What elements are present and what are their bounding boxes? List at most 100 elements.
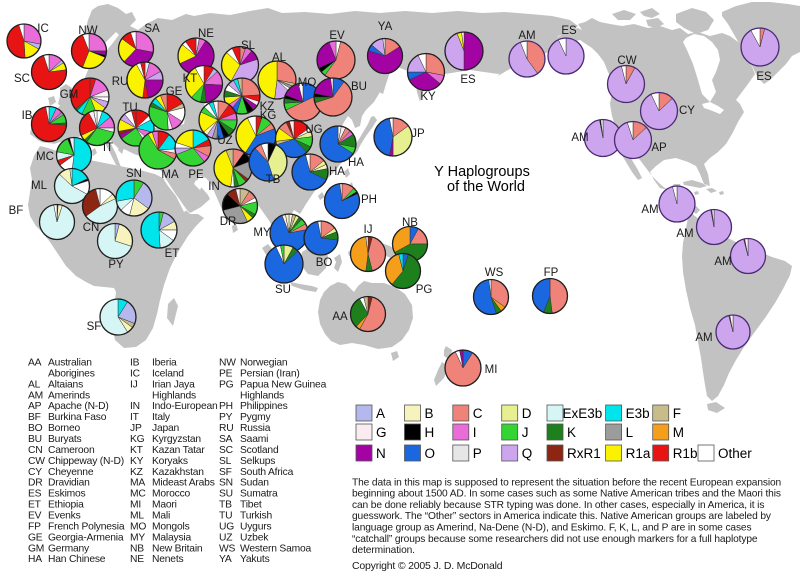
svg-text:I: I <box>473 425 477 440</box>
svg-text:Amerinds: Amerinds <box>48 390 90 401</box>
svg-text:MY: MY <box>253 227 271 239</box>
svg-text:TU: TU <box>219 511 232 522</box>
svg-text:PE: PE <box>219 368 233 379</box>
svg-text:Morocco: Morocco <box>152 489 191 500</box>
svg-text:NE: NE <box>198 28 214 40</box>
svg-text:BF: BF <box>9 205 24 217</box>
svg-text:H: H <box>425 425 435 440</box>
svg-text:ML: ML <box>31 180 48 192</box>
svg-text:NE: NE <box>130 554 144 565</box>
svg-text:Borneo: Borneo <box>48 423 80 434</box>
svg-text:CY: CY <box>28 467 42 478</box>
svg-text:EV: EV <box>329 30 345 42</box>
svg-text:MY: MY <box>130 532 145 543</box>
svg-text:IN: IN <box>208 181 220 193</box>
svg-text:CN: CN <box>83 222 100 234</box>
svg-text:MO: MO <box>298 77 317 89</box>
svg-text:Turkish: Turkish <box>240 511 272 522</box>
svg-text:KZ: KZ <box>130 467 143 478</box>
svg-text:D: D <box>522 406 532 421</box>
svg-text:CY: CY <box>679 105 695 117</box>
svg-text:Dravidian: Dravidian <box>48 478 90 489</box>
svg-text:NW: NW <box>219 358 236 369</box>
svg-text:“catchall” groups because some: “catchall” groups because some researche… <box>352 534 758 545</box>
svg-text:PG: PG <box>219 379 234 390</box>
svg-text:MA: MA <box>161 169 179 181</box>
svg-text:AL: AL <box>272 52 287 64</box>
svg-text:HA: HA <box>28 554 42 565</box>
svg-text:KG: KG <box>260 110 277 122</box>
svg-text:New Britain: New Britain <box>152 543 203 554</box>
svg-text:Altaians: Altaians <box>48 379 83 390</box>
svg-text:guesswork. The “Other” sectors: guesswork. The “Other” sectors in Americ… <box>352 511 772 522</box>
svg-text:GE: GE <box>28 532 43 543</box>
svg-text:ES: ES <box>28 489 42 500</box>
svg-text:Burkina Faso: Burkina Faso <box>48 412 107 423</box>
svg-text:AP: AP <box>651 142 667 154</box>
svg-text:F: F <box>673 406 681 421</box>
svg-text:Australian: Australian <box>48 358 92 369</box>
svg-text:SL: SL <box>219 456 232 467</box>
svg-text:IN: IN <box>130 401 140 412</box>
svg-text:AL: AL <box>28 379 41 390</box>
svg-text:AM: AM <box>714 256 731 268</box>
svg-text:FP: FP <box>28 522 41 533</box>
svg-text:HA: HA <box>348 157 364 169</box>
svg-text:The data in this map is suppos: The data in this map is supposed to repr… <box>352 477 781 488</box>
svg-text:C: C <box>473 406 483 421</box>
svg-text:SA: SA <box>144 23 160 35</box>
svg-text:Norwegian: Norwegian <box>240 358 288 369</box>
svg-text:JP: JP <box>130 423 142 434</box>
svg-text:SC: SC <box>219 445 234 456</box>
svg-text:Aborigines: Aborigines <box>48 368 95 379</box>
svg-text:HA: HA <box>329 166 345 178</box>
svg-text:KT: KT <box>130 445 144 456</box>
svg-text:ES: ES <box>756 71 772 83</box>
svg-text:AP: AP <box>28 401 42 412</box>
svg-text:P: P <box>473 446 482 461</box>
svg-text:TB: TB <box>266 174 281 186</box>
svg-text:TB: TB <box>219 500 232 511</box>
svg-text:PH: PH <box>361 194 377 206</box>
svg-text:Indo-European: Indo-European <box>152 401 218 412</box>
svg-text:UG: UG <box>305 124 322 136</box>
svg-text:CN: CN <box>28 445 42 456</box>
svg-text:Maori: Maori <box>152 500 177 511</box>
svg-text:determination.: determination. <box>352 545 415 556</box>
svg-text:AM: AM <box>28 390 43 401</box>
svg-text:Kyrgyzstan: Kyrgyzstan <box>152 434 201 445</box>
svg-text:R1a: R1a <box>626 446 651 461</box>
svg-text:KG: KG <box>130 434 145 445</box>
svg-text:SU: SU <box>275 284 291 296</box>
svg-text:NB: NB <box>402 217 418 229</box>
svg-text:IC: IC <box>37 23 49 35</box>
svg-text:G: G <box>376 425 387 440</box>
svg-text:AA: AA <box>28 358 42 369</box>
svg-text:Apache (N-D): Apache (N-D) <box>48 401 109 412</box>
svg-text:Irian Jaya: Irian Jaya <box>152 379 195 390</box>
svg-text:Uygurs: Uygurs <box>240 522 271 533</box>
svg-text:TU: TU <box>122 102 137 114</box>
svg-text:CW: CW <box>28 456 45 467</box>
svg-text:IJ: IJ <box>130 379 138 390</box>
svg-text:GM: GM <box>60 89 79 101</box>
svg-text:Uzbek: Uzbek <box>240 532 269 543</box>
svg-text:FP: FP <box>544 267 559 279</box>
svg-text:UG: UG <box>219 522 234 533</box>
svg-text:French Polynesia: French Polynesia <box>48 522 125 533</box>
svg-text:B: B <box>425 406 434 421</box>
svg-text:beginning about 1500 AD. In so: beginning about 1500 AD. In some cases s… <box>352 489 781 500</box>
svg-text:UZ: UZ <box>219 532 232 543</box>
svg-text:Eskimos: Eskimos <box>48 489 86 500</box>
svg-text:AM: AM <box>518 30 535 42</box>
svg-text:Persian (Iran): Persian (Iran) <box>240 368 300 379</box>
svg-text:PH: PH <box>219 401 233 412</box>
svg-text:RU: RU <box>219 423 233 434</box>
svg-text:Ethiopia: Ethiopia <box>48 500 84 511</box>
svg-text:PY: PY <box>108 259 124 271</box>
svg-text:Chippeway (N-D): Chippeway (N-D) <box>48 456 124 467</box>
svg-text:Q: Q <box>522 446 533 461</box>
svg-text:IJ: IJ <box>364 224 373 236</box>
svg-text:IC: IC <box>130 368 141 379</box>
svg-text:NW: NW <box>78 25 97 37</box>
